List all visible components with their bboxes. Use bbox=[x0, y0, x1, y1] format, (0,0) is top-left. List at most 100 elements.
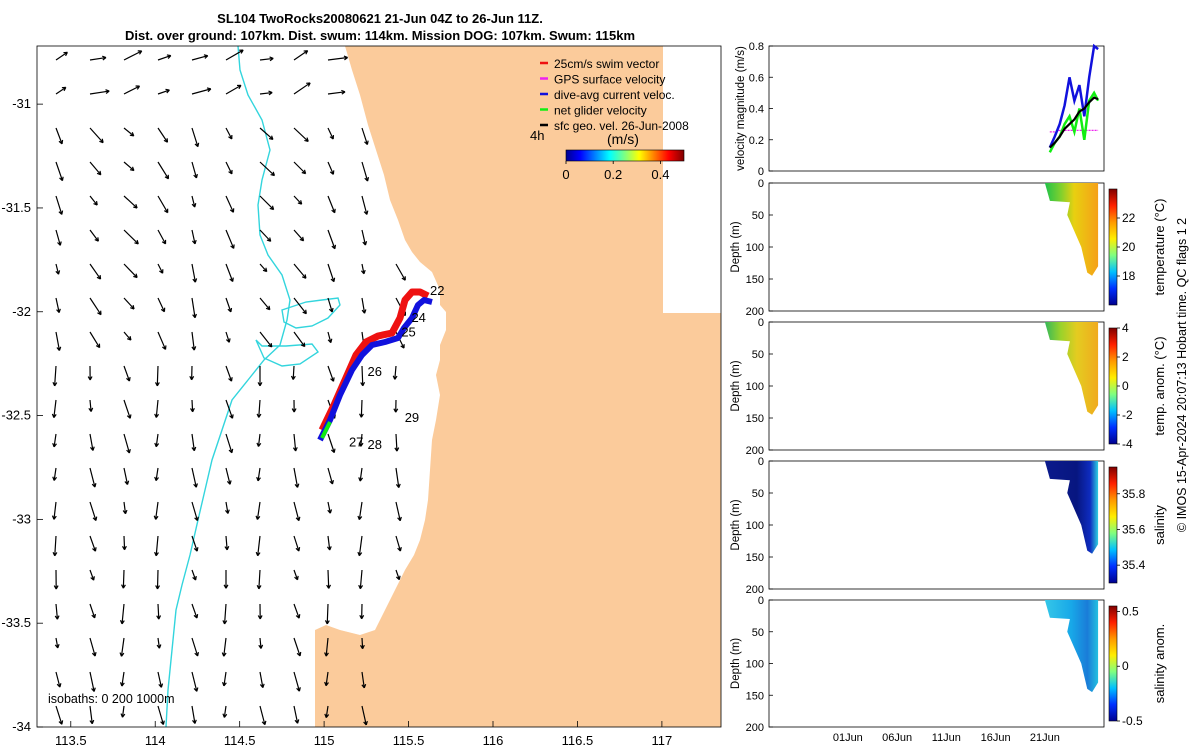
current-arrow bbox=[123, 399, 132, 419]
y-tick-label: 0.6 bbox=[749, 72, 764, 84]
y-tick-label: 150 bbox=[746, 413, 764, 425]
current-arrow bbox=[358, 433, 364, 447]
current-arrow bbox=[89, 331, 101, 349]
lat-tick-label: -31.5 bbox=[1, 200, 31, 215]
y-axis-label: velocity magnitude (m/s) bbox=[735, 46, 747, 171]
depth-section-panel: 0 50 100 150 200 Depth (m) 4 2 0 -2 -4 temp. anom. … bbox=[730, 317, 1167, 457]
current-arrow bbox=[225, 195, 235, 213]
current-arrow bbox=[153, 501, 159, 520]
current-arrow bbox=[55, 229, 62, 246]
current-arrow bbox=[191, 705, 197, 724]
isobath-legend: isobaths: 0 200 1000m bbox=[48, 692, 174, 706]
colorbar-tick-label: 35.6 bbox=[1122, 522, 1146, 536]
current-arrow bbox=[89, 229, 99, 242]
current-arrow bbox=[156, 637, 162, 649]
y-tick-label: 200 bbox=[746, 445, 764, 457]
y-tick-label: 0 bbox=[758, 166, 764, 178]
legend-entry: 25cm/s swim vector bbox=[554, 57, 659, 71]
current-arrow bbox=[224, 501, 230, 514]
current-arrow bbox=[327, 433, 336, 454]
current-arrow bbox=[259, 229, 272, 242]
current-arrow bbox=[293, 705, 300, 724]
current-arrow bbox=[293, 671, 301, 692]
current-arrow bbox=[256, 433, 262, 447]
lon-tick-label: 116.5 bbox=[562, 733, 594, 748]
current-arrow bbox=[89, 433, 95, 451]
current-arrow bbox=[259, 705, 267, 726]
current-arrow bbox=[154, 399, 160, 418]
current-arrow bbox=[293, 297, 307, 315]
current-arrow bbox=[52, 365, 58, 387]
current-arrow bbox=[225, 399, 234, 419]
day-label: 26 bbox=[368, 364, 382, 379]
current-arrow bbox=[191, 467, 198, 488]
current-arrow bbox=[257, 365, 263, 387]
current-arrow bbox=[87, 365, 93, 381]
current-arrow bbox=[327, 501, 333, 514]
current-arrow bbox=[89, 637, 97, 657]
current-arrow bbox=[123, 161, 135, 172]
legend-entry: dive-avg current veloc. bbox=[554, 88, 675, 102]
colorbar-tick-label: 0.5 bbox=[1122, 604, 1139, 618]
current-arrow bbox=[191, 229, 197, 245]
current-arrow bbox=[225, 433, 234, 454]
current-arrow bbox=[327, 365, 335, 382]
current-arrow bbox=[89, 195, 98, 206]
current-arrow bbox=[361, 705, 368, 726]
colorbar-label: temperature (°C) bbox=[1152, 199, 1167, 296]
lat-tick-label: -32.5 bbox=[1, 408, 31, 423]
y-tick-label: 0.4 bbox=[749, 104, 764, 116]
day-label: 22 bbox=[430, 283, 444, 298]
y-tick-label: 200 bbox=[746, 306, 764, 318]
current-arrow bbox=[327, 195, 336, 214]
current-arrow bbox=[255, 501, 261, 520]
current-arrow bbox=[324, 603, 330, 625]
colorbar-tick-label: 18 bbox=[1122, 269, 1136, 283]
current-arrow bbox=[191, 501, 199, 522]
current-arrow bbox=[157, 331, 167, 350]
current-arrow bbox=[52, 433, 57, 448]
current-arrow bbox=[123, 433, 131, 454]
time-tick-label: 01Jun bbox=[833, 732, 863, 744]
current-arrow bbox=[191, 603, 199, 619]
current-arrow bbox=[222, 603, 228, 625]
land-mass bbox=[315, 46, 721, 727]
colorbar-tick-label: 4 bbox=[1122, 321, 1129, 335]
current-arrow bbox=[225, 331, 231, 343]
current-arrow bbox=[327, 161, 335, 175]
current-arrow bbox=[157, 195, 169, 214]
current-arrow bbox=[290, 365, 296, 380]
current-arrow bbox=[55, 263, 61, 275]
current-arrow bbox=[54, 637, 60, 649]
current-arrow bbox=[324, 705, 330, 719]
current-arrow bbox=[358, 569, 364, 590]
day-label: 28 bbox=[368, 437, 382, 452]
current-arrow bbox=[292, 433, 298, 452]
time-tick-label: 06Jun bbox=[882, 732, 912, 744]
current-arrow bbox=[360, 365, 366, 387]
current-arrow bbox=[259, 671, 265, 689]
current-arrow bbox=[259, 90, 273, 96]
panel-colorbar bbox=[1108, 466, 1118, 584]
current-arrow bbox=[293, 501, 301, 522]
y-tick-label: 100 bbox=[746, 520, 764, 532]
y-tick-label: 200 bbox=[746, 584, 764, 596]
current-arrow bbox=[327, 127, 335, 140]
current-arrow bbox=[123, 195, 138, 209]
y-tick-label: 100 bbox=[746, 659, 764, 671]
current-arrow bbox=[89, 263, 102, 280]
current-arrow bbox=[191, 54, 209, 61]
current-arrow bbox=[119, 671, 125, 687]
current-arrow bbox=[225, 127, 233, 140]
current-arrow bbox=[259, 263, 268, 273]
depth-section-panel: 0 50 100 150 200 Depth (m) 35.8 35.6 35.4 salinit… bbox=[730, 456, 1167, 596]
current-arrow bbox=[361, 195, 369, 215]
current-arrow bbox=[259, 331, 273, 348]
current-arrow bbox=[293, 535, 301, 552]
current-arrow bbox=[191, 87, 212, 95]
current-arrow bbox=[191, 535, 199, 552]
net-glider-trail bbox=[320, 421, 332, 439]
day-label: 24 bbox=[411, 310, 425, 325]
colorbar-tick-label: 0 bbox=[1122, 659, 1129, 673]
